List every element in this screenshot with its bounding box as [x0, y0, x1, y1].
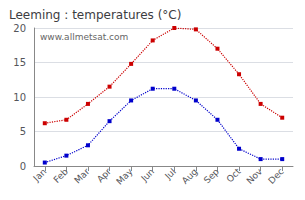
- svg-text:10: 10: [13, 92, 26, 103]
- svg-text:Aug: Aug: [180, 166, 199, 185]
- svg-text:www.allmetsat.com: www.allmetsat.com: [40, 32, 128, 42]
- svg-text:Jul: Jul: [162, 166, 177, 181]
- svg-text:Nov: Nov: [245, 166, 265, 186]
- svg-text:Jun: Jun: [139, 166, 157, 184]
- svg-text:0: 0: [20, 161, 26, 172]
- svg-text:Oct: Oct: [225, 166, 243, 184]
- svg-text:Jan: Jan: [31, 166, 49, 184]
- svg-text:Sep: Sep: [202, 166, 221, 185]
- svg-text:May: May: [114, 166, 135, 187]
- svg-text:Mar: Mar: [72, 166, 91, 185]
- svg-text:5: 5: [20, 126, 26, 137]
- svg-text:Dec: Dec: [266, 166, 285, 185]
- svg-text:Leeming : temperatures (°C): Leeming : temperatures (°C): [9, 8, 181, 22]
- svg-text:Feb: Feb: [52, 166, 71, 185]
- svg-text:Apr: Apr: [95, 166, 113, 184]
- svg-text:20: 20: [13, 23, 26, 34]
- svg-text:15: 15: [13, 57, 26, 68]
